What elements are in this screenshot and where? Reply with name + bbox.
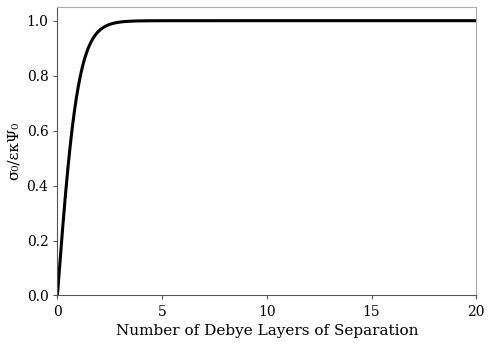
Y-axis label: σ₀/εκΨ₀: σ₀/εκΨ₀ — [7, 122, 21, 180]
X-axis label: Number of Debye Layers of Separation: Number of Debye Layers of Separation — [116, 324, 418, 338]
